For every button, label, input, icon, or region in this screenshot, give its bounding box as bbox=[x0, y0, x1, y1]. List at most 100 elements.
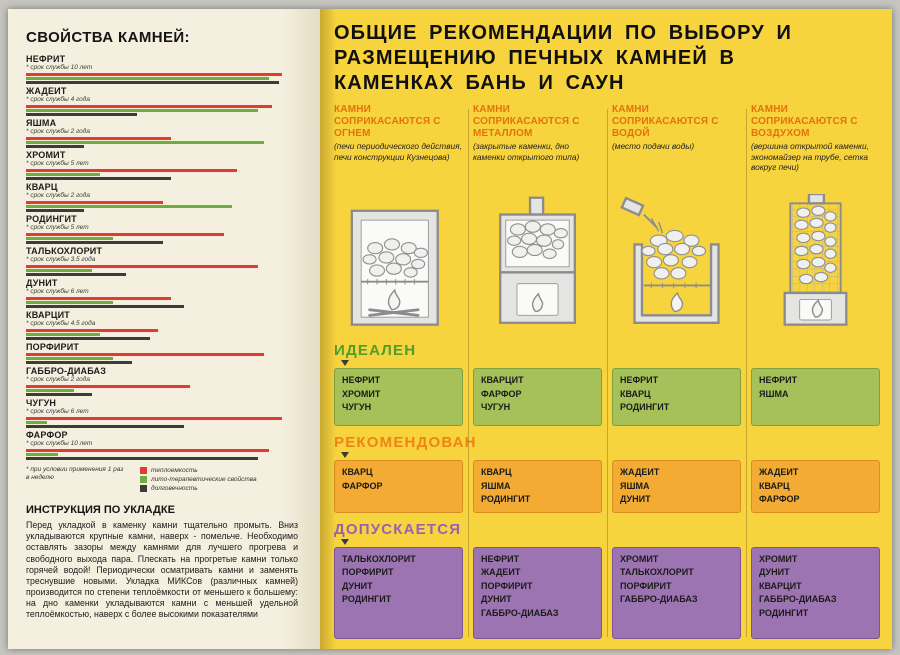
band-cell: ХРОМИТ ТАЛЬКОХЛОРИТ ПОРФИРИТ ГАББРО-ДИАБАЗ bbox=[612, 546, 741, 639]
band-label-1: РЕКОМЕНДОВАН bbox=[334, 434, 477, 451]
stone-bars bbox=[26, 265, 290, 276]
band-cell-stone: РОДИНГИТ bbox=[481, 494, 531, 504]
band-arrow-1-icon bbox=[341, 452, 349, 458]
stone-bar bbox=[26, 333, 100, 336]
band-cell-stone: ХРОМИТ bbox=[620, 553, 659, 564]
stone-bars bbox=[26, 233, 290, 244]
stone-bar bbox=[26, 385, 190, 388]
stone-service-life: * срок службы 4.5 года bbox=[26, 320, 96, 327]
band-allowed-header: ДОПУСКАЕТСЯ bbox=[334, 521, 880, 545]
band-cell-stone: ТАЛЬКОХЛОРИТ bbox=[342, 553, 416, 564]
legend-label: долговечность bbox=[151, 485, 198, 492]
stone-service-life: * срок службы 5 лет bbox=[26, 160, 89, 167]
stove-metal-diagram bbox=[499, 196, 576, 324]
stone-bars bbox=[26, 169, 290, 180]
band-cell-stone: ДУНИТ bbox=[759, 567, 790, 577]
band-cell-stone: ЯШМА bbox=[481, 480, 511, 491]
chart-legend: теплоемкость лито-терапевтические свойств… bbox=[140, 466, 257, 494]
stone-bar bbox=[26, 77, 269, 80]
stone-bar bbox=[26, 269, 92, 272]
column-divider-1 bbox=[468, 109, 469, 637]
stone-bars bbox=[26, 73, 290, 84]
legend-label: лито-терапевтические свойства bbox=[151, 476, 257, 483]
stone-row: ДУНИТ * срок службы 6 лет bbox=[26, 278, 306, 308]
stone-bar bbox=[26, 205, 232, 208]
chart-legend-row: * при условии применения 1 раз в неделю … bbox=[26, 466, 306, 494]
band-cell-stone: ЖАДЕИТ bbox=[620, 467, 660, 477]
stone-bar bbox=[26, 145, 85, 148]
stone-bar bbox=[26, 273, 127, 276]
stone-bar bbox=[26, 417, 283, 420]
legend-label: теплоемкость bbox=[151, 467, 198, 474]
stone-name: КВАРЦ bbox=[26, 182, 58, 192]
legend-item: теплоемкость bbox=[140, 467, 257, 474]
band-row-2: ТАЛЬКОХЛОРИТ ПОРФИРИТ ДУНИТ РОДИНГИТ НЕФРИТ Ж… bbox=[334, 546, 880, 639]
band-allowed: ДОПУСКАЕТСЯ ТАЛЬКОХЛОРИТ ПОРФИРИТ ДУНИТ РОД… bbox=[334, 521, 880, 639]
band-cell: НЕФРИТ ЖАДЕИТ ПОРФИРИТ ДУНИТ ГАББРО-ДИАБАЗ bbox=[473, 546, 602, 639]
band-cell: ХРОМИТ ДУНИТ КВАРЦИТ ГАББРО-ДИАБАЗ РОДИНГИТ bbox=[751, 546, 880, 639]
band-cell-stone: ГАББРО-ДИАБАЗ bbox=[759, 594, 837, 604]
stone-row: КВАРЦИТ * срок службы 4.5 года bbox=[26, 310, 306, 340]
stone-bars bbox=[26, 385, 290, 396]
band-ideal-header: ИДЕАЛЕН bbox=[334, 342, 880, 366]
stone-name: ТАЛЬКОХЛОРИТ bbox=[26, 246, 103, 256]
stone-bar bbox=[26, 109, 259, 112]
stone-name: ГАББРО-ДИАБАЗ bbox=[26, 366, 107, 376]
band-label-2: ДОПУСКАЕТСЯ bbox=[334, 520, 462, 538]
column-metal-note: (закрытые каменки, дно каменки открытого… bbox=[473, 141, 580, 162]
column-fire-note: (печи периодического действия, печи конс… bbox=[334, 141, 462, 162]
band-cell-stone: НЕФРИТ bbox=[342, 375, 381, 385]
main-title: ОБЩИЕ РЕКОМЕНДАЦИИ ПО ВЫБОРУ И РАЗМЕЩЕНИ… bbox=[334, 21, 880, 96]
stone-bar bbox=[26, 453, 58, 456]
stone-service-life: * срок службы 6 лет bbox=[26, 288, 89, 295]
right-panel: ОБЩИЕ РЕКОМЕНДАЦИИ ПО ВЫБОРУ И РАЗМЕЩЕНИ… bbox=[320, 9, 892, 649]
band-cell-stone: ЯШМА bbox=[759, 388, 789, 399]
stone-bar bbox=[26, 305, 185, 308]
stone-bar bbox=[26, 361, 132, 364]
stone-service-life: * срок службы 10 лет bbox=[26, 64, 93, 71]
stone-name: ДУНИТ bbox=[26, 278, 58, 288]
stone-bar bbox=[26, 73, 283, 76]
band-cell-stone: ФАРФОР bbox=[759, 494, 800, 504]
stone-bar bbox=[26, 113, 137, 116]
legend-swatch bbox=[140, 476, 147, 483]
stone-row: ФАРФОР * срок службы 10 лет bbox=[26, 430, 306, 460]
band-cell: НЕФРИТ КВАРЦ РОДИНГИТ bbox=[612, 368, 741, 426]
band-recommended: РЕКОМЕНДОВАН КВАРЦ ФАРФОР КВАРЦ ЯШМА РОДИНГИ… bbox=[334, 434, 880, 513]
band-cell-stone: НЕФРИТ bbox=[759, 375, 798, 385]
stone-bar bbox=[26, 201, 164, 204]
stone-row: ЯШМА * срок службы 2 года bbox=[26, 118, 306, 148]
stone-service-life: * срок службы 4 года bbox=[26, 96, 90, 103]
band-cell: НЕФРИТ ЯШМА bbox=[751, 368, 880, 426]
stone-bar bbox=[26, 393, 92, 396]
band-row-1: КВАРЦ ФАРФОР КВАРЦ ЯШМА РОДИНГИТ ЖАДЕИТ ЯШМА ДУ… bbox=[334, 460, 880, 513]
band-cell-stone: КВАРЦ bbox=[342, 467, 373, 477]
stone-bar bbox=[26, 141, 264, 144]
band-cell-stone: КВАРЦИТ bbox=[759, 580, 802, 591]
band-cell-stone: РОДИНГИТ bbox=[620, 402, 670, 412]
band-cell-stone: ПОРФИРИТ bbox=[342, 567, 394, 577]
band-cell-stone: ЖАДЕИТ bbox=[481, 567, 521, 577]
stones-chart: НЕФРИТ * срок службы 10 лет ЖАДЕИТ * срок с… bbox=[26, 54, 306, 460]
band-cell-stone: ГАББРО-ДИАБАЗ bbox=[481, 607, 559, 618]
stone-bars bbox=[26, 353, 290, 364]
stone-bars bbox=[26, 297, 290, 308]
stone-service-life: * срок службы 2 года bbox=[26, 128, 90, 135]
band-cell-stone: ХРОМИТ bbox=[342, 388, 381, 399]
band-cell-stone: ДУНИТ bbox=[620, 494, 651, 504]
stove-water-diagram bbox=[620, 196, 720, 324]
stone-service-life: * срок службы 3.5 года bbox=[26, 256, 96, 263]
stone-bar bbox=[26, 449, 269, 452]
stone-bar bbox=[26, 233, 224, 236]
stone-bars bbox=[26, 137, 290, 148]
stone-name: ХРОМИТ bbox=[26, 150, 66, 160]
stone-row: ГАББРО-ДИАБАЗ * срок службы 2 года bbox=[26, 366, 306, 396]
legend-item: долговечность bbox=[140, 485, 257, 492]
stone-service-life: * срок службы 6 лет bbox=[26, 408, 89, 415]
column-air: КАМНИ СОПРИКАСАЮТСЯ С ВОЗДУХОМ (вершина … bbox=[751, 104, 880, 334]
stone-bars bbox=[26, 417, 290, 428]
chart-footnote: * при условии применения 1 раз в неделю bbox=[26, 466, 124, 482]
stone-row: ХРОМИТ * срок службы 5 лет bbox=[26, 150, 306, 180]
band-recommended-header: РЕКОМЕНДОВАН bbox=[334, 434, 880, 458]
